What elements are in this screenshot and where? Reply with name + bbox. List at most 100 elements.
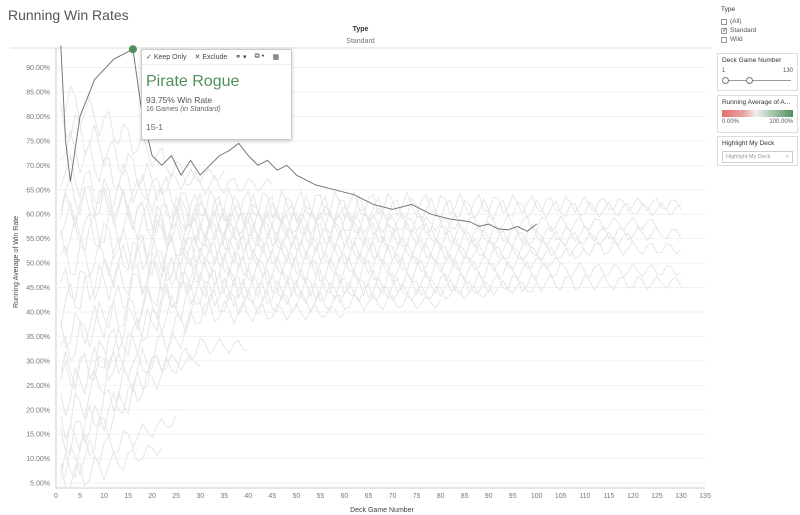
- x-tick-label: 85: [461, 493, 469, 500]
- color-legend: Running Average of AV... 0.00% 100.00%: [717, 95, 798, 133]
- slider-min-label: 1: [722, 68, 726, 74]
- x-tick-label: 135: [699, 493, 711, 500]
- tooltip[interactable]: ✓ Keep Only ✕ Exclude ⚭ ▾ ⧉ ▾ ▦ Pirate R…: [141, 49, 292, 140]
- type-option-label: Wild: [730, 36, 743, 43]
- group-members-button[interactable]: ⚭ ▾: [235, 54, 247, 61]
- type-option-standard[interactable]: ✓ Standard: [721, 26, 794, 35]
- x-tick-label: 60: [341, 493, 349, 500]
- x-axis-title: Deck Game Number: [350, 507, 414, 514]
- type-filter-title: Type: [721, 6, 736, 13]
- x-tick-label: 105: [555, 493, 567, 500]
- deck-line[interactable]: [60, 276, 490, 391]
- highlight-title: Highlight My Deck: [722, 140, 775, 147]
- highlighted-deck-line[interactable]: [60, 45, 538, 232]
- type-value-header: Standard: [346, 38, 375, 45]
- type-option-label: (All): [730, 18, 742, 25]
- y-tick-label: 40.00%: [26, 310, 50, 317]
- x-tick-label: 130: [675, 493, 687, 500]
- type-header: Type: [352, 26, 369, 33]
- deck-line[interactable]: [60, 191, 682, 256]
- deck-line[interactable]: [60, 351, 201, 389]
- deck-line[interactable]: [60, 154, 586, 270]
- deck-line[interactable]: [60, 222, 634, 416]
- y-tick-label: 80.00%: [26, 114, 50, 121]
- close-icon: ✕: [194, 54, 201, 61]
- deck-line[interactable]: [60, 252, 682, 302]
- deck-line[interactable]: [60, 201, 682, 300]
- selected-mark[interactable]: [128, 45, 137, 54]
- x-tick-label: 55: [317, 493, 325, 500]
- page-title: Running Win Rates: [8, 7, 129, 23]
- y-axis-title: Running Average of Win Rate: [13, 216, 20, 308]
- deck-line[interactable]: [60, 299, 345, 479]
- y-tick-label: 10.00%: [26, 456, 50, 463]
- deck-line[interactable]: [60, 247, 562, 441]
- deck-line[interactable]: [60, 84, 273, 197]
- type-option-all[interactable]: (All): [721, 17, 794, 26]
- tooltip-deck-name: Pirate Rogue: [146, 73, 240, 90]
- checkbox-icon[interactable]: [721, 36, 727, 43]
- type-filter: Type (All) ✓ Standard Wild: [717, 3, 798, 47]
- exclude-button[interactable]: ✕ Exclude: [195, 53, 228, 61]
- tooltip-games-count: 16 Games: [146, 106, 179, 113]
- x-tick-label: 40: [244, 493, 252, 500]
- y-tick-label: 50.00%: [26, 261, 50, 268]
- y-tick-label: 55.00%: [26, 236, 50, 243]
- x-tick-label: 5: [78, 493, 82, 500]
- x-tick-label: 15: [124, 493, 132, 500]
- type-option-wild[interactable]: Wild: [721, 35, 794, 44]
- checkbox-checked-icon[interactable]: ✓: [721, 27, 728, 34]
- x-tick-label: 25: [172, 493, 180, 500]
- slider-track[interactable]: [722, 77, 793, 84]
- tooltip-record: 15-1: [146, 122, 164, 132]
- exclude-label: Exclude: [202, 54, 228, 61]
- tooltip-win-rate: 93.75% Win Rate: [146, 95, 213, 105]
- view-data-icon[interactable]: ▦: [272, 54, 280, 61]
- y-tick-label: 20.00%: [26, 407, 50, 414]
- y-tick-label: 85.00%: [26, 90, 50, 97]
- y-tick-label: 90.00%: [26, 65, 50, 72]
- highlight-deck: Highlight My Deck Highlight My Deck ⌕: [717, 136, 798, 166]
- y-tick-label: 15.00%: [26, 432, 50, 439]
- highlight-placeholder: Highlight My Deck: [726, 154, 771, 160]
- legend-title: Running Average of AV...: [722, 99, 793, 106]
- chart-sheet: Type Standard: [8, 26, 713, 514]
- x-tick-label: 115: [603, 493, 614, 500]
- line-chart[interactable]: 5.00% 10.00% 15.00% 20.00% 25.00% 30.00% 35.00…: [0, 0, 712, 515]
- highlight-search-input[interactable]: Highlight My Deck ⌕: [722, 151, 793, 163]
- x-tick-label: 0: [54, 493, 58, 500]
- x-tick-label: 10: [100, 493, 108, 500]
- y-tick-label: 35.00%: [26, 334, 50, 341]
- set-button[interactable]: ⧉ ▾: [254, 53, 265, 60]
- slider-handle-high[interactable]: [746, 77, 753, 84]
- deck-line[interactable]: [60, 337, 249, 454]
- y-tick-label: 70.00%: [26, 163, 50, 170]
- deck-line[interactable]: [60, 230, 682, 280]
- tooltip-games: 16 Games (in Standard): [146, 106, 221, 113]
- x-tick-label: 100: [531, 493, 543, 500]
- deck-line[interactable]: [60, 270, 538, 349]
- legend-range: 0.00% 100.00%: [722, 119, 793, 125]
- x-tick-label: 65: [365, 493, 373, 500]
- deck-line[interactable]: [60, 167, 225, 228]
- keep-only-button[interactable]: ✓ Keep Only: [146, 53, 187, 61]
- slider-handle-low[interactable]: [722, 77, 729, 84]
- deck-line[interactable]: [60, 415, 177, 482]
- x-tick-label: 50: [292, 493, 300, 500]
- deck-line[interactable]: [60, 206, 658, 363]
- x-tick-label: 75: [413, 493, 421, 500]
- type-option-label: Standard: [730, 27, 757, 34]
- y-tick-label: 45.00%: [26, 285, 50, 292]
- x-tick-label: 80: [437, 493, 445, 500]
- search-icon: ⌕: [785, 153, 789, 160]
- deck-line[interactable]: [60, 130, 465, 241]
- y-tick-label: 30.00%: [26, 358, 50, 365]
- tooltip-games-context: (in Standard): [180, 106, 221, 113]
- deck-line[interactable]: [60, 288, 442, 472]
- check-icon: ✓: [146, 54, 152, 61]
- tooltip-toolbar: ✓ Keep Only ✕ Exclude ⚭ ▾ ⧉ ▾ ▦: [142, 50, 291, 65]
- checkbox-icon[interactable]: [721, 18, 727, 25]
- legend-min-label: 0.00%: [722, 119, 740, 125]
- deck-line[interactable]: [60, 444, 163, 489]
- y-tick-label: 25.00%: [26, 383, 50, 390]
